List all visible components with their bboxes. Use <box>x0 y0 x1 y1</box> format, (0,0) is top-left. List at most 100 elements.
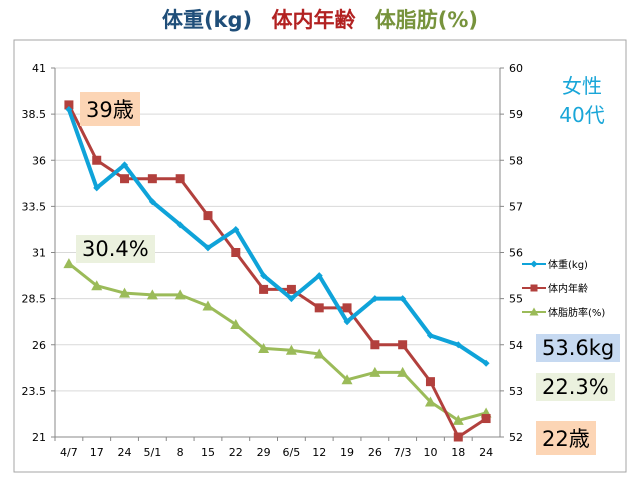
point-fat <box>146 289 158 300</box>
point-weight <box>399 295 407 303</box>
left-tick-label: 21 <box>32 431 46 444</box>
point-fat <box>285 344 297 355</box>
right-tick-label: 58 <box>509 154 523 167</box>
left-tick-label: 28.5 <box>22 293 47 306</box>
point-weight <box>204 244 212 252</box>
point-weight <box>176 221 184 229</box>
legend-marker-weight <box>530 260 538 268</box>
point-age <box>64 100 74 110</box>
title-age: 体内年齢 <box>271 8 356 32</box>
left-tick-label: 41 <box>32 62 46 75</box>
point-age <box>398 340 408 350</box>
point-weight <box>482 359 490 367</box>
right-tick-label: 52 <box>509 431 523 444</box>
x-tick-label: 4/7 <box>60 446 78 459</box>
x-tick-label: 15 <box>201 446 215 459</box>
point-fat <box>174 289 186 300</box>
right-tick-label: 57 <box>509 200 523 213</box>
point-weight <box>315 272 323 280</box>
chart-title: 体重(kg) 体内年齢 体脂肪(%) <box>0 4 640 34</box>
left-tick-label: 26 <box>32 339 46 352</box>
point-fat <box>424 396 436 407</box>
point-age <box>259 284 269 294</box>
point-weight <box>287 295 295 303</box>
x-tick-label: 24 <box>479 446 493 459</box>
x-tick-label: 22 <box>229 446 243 459</box>
legend-marker-age <box>530 284 538 292</box>
series-line-age <box>67 104 487 439</box>
left-tick-label: 31 <box>32 247 46 260</box>
x-tick-label: 5/1 <box>143 446 161 459</box>
point-age <box>203 211 213 221</box>
point-age <box>120 174 130 184</box>
point-fat <box>119 287 131 298</box>
point-age <box>147 174 157 184</box>
legend-label-age: 体内年齢 <box>548 282 588 295</box>
x-tick-label: 10 <box>423 446 437 459</box>
point-fat <box>202 300 214 311</box>
x-tick-label: 26 <box>368 446 382 459</box>
point-age <box>453 432 463 442</box>
end-fat-callout: 22.3% <box>536 373 615 401</box>
point-age <box>175 174 185 184</box>
right-tick-label: 60 <box>509 62 523 75</box>
point-weight <box>93 184 101 192</box>
chart-border <box>13 39 627 473</box>
series-line-fat <box>67 262 487 422</box>
point-weight <box>371 295 379 303</box>
left-tick-label: 36 <box>32 154 46 167</box>
point-weight <box>232 225 240 233</box>
legend-label-weight: 体重(kg) <box>548 258 588 271</box>
end-weight-callout: 53.6kg <box>536 334 621 362</box>
point-weight <box>65 106 73 114</box>
x-tick-label: 8 <box>177 446 184 459</box>
gender-label: 女性 <box>562 74 602 98</box>
point-fat <box>258 342 270 353</box>
right-tick-label: 59 <box>509 108 523 121</box>
legend-marker-fat <box>529 307 539 316</box>
point-fat <box>452 414 464 425</box>
point-fat <box>397 366 409 377</box>
point-fat <box>313 348 325 359</box>
left-tick-label: 38.5 <box>22 108 47 121</box>
point-fat <box>91 280 103 291</box>
x-tick-label: 24 <box>118 446 132 459</box>
point-age <box>342 303 352 313</box>
start-age-callout: 39歳 <box>80 92 140 126</box>
series-line-weight <box>67 108 488 365</box>
x-tick-label: 18 <box>451 446 465 459</box>
point-age <box>481 414 491 424</box>
point-age <box>314 303 324 313</box>
point-weight <box>260 272 268 280</box>
title-fat: 体脂肪(%) <box>374 8 479 32</box>
point-age <box>231 248 241 257</box>
point-fat <box>341 374 353 385</box>
point-fat <box>369 366 381 377</box>
point-fat <box>230 318 242 329</box>
x-tick-label: 7/3 <box>394 446 412 459</box>
x-tick-label: 12 <box>312 446 326 459</box>
point-weight <box>148 198 156 206</box>
x-tick-label: 17 <box>90 446 104 459</box>
x-tick-label: 6/5 <box>283 446 301 459</box>
right-tick-label: 56 <box>509 247 523 260</box>
right-tick-label: 53 <box>509 385 523 398</box>
point-age <box>92 155 102 165</box>
right-tick-label: 54 <box>509 339 523 352</box>
title-weight: 体重(kg) <box>161 8 253 32</box>
point-weight <box>454 341 462 349</box>
point-age <box>425 377 435 387</box>
point-weight <box>343 318 351 326</box>
x-tick-label: 29 <box>257 446 271 459</box>
left-tick-label: 33.5 <box>22 200 47 213</box>
end-age-callout: 22歳 <box>536 421 596 455</box>
legend-label-fat: 体脂肪率(%) <box>548 306 605 319</box>
start-fat-callout: 30.4% <box>76 235 155 263</box>
left-tick-label: 23.5 <box>22 385 47 398</box>
point-fat <box>63 258 75 269</box>
point-weight <box>426 332 434 340</box>
point-weight <box>121 161 129 169</box>
point-age <box>370 340 380 350</box>
